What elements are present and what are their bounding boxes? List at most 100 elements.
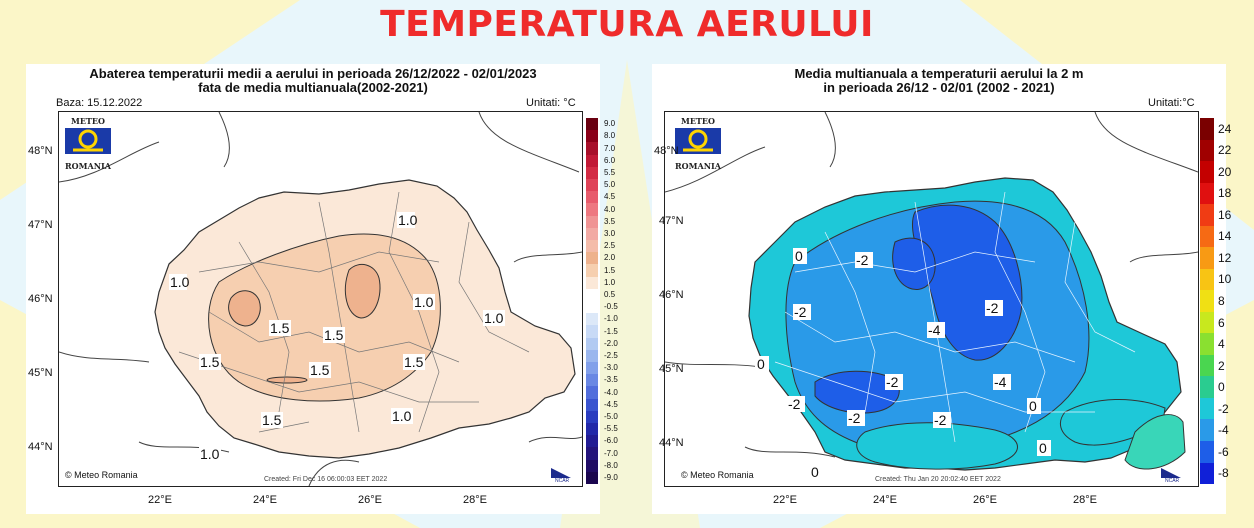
ncar-logo: NCAR	[549, 466, 575, 484]
colorbar-tick-label: -9.0	[604, 472, 618, 482]
contour-label: 1.5	[310, 362, 330, 378]
colorbar-tick-label: 18	[1218, 186, 1232, 201]
multiannual-mean-map-panel: Media multianuala a temperaturii aerului…	[652, 64, 1231, 514]
lon-label: 22°E	[148, 494, 172, 506]
contour-label: 1.0	[484, 310, 504, 326]
lon-label: 26°E	[973, 494, 997, 506]
colorbar-tick-label: 6.0	[604, 155, 616, 165]
contour-label: 1.0	[398, 212, 418, 228]
contour-label: 1.5	[404, 354, 424, 370]
colorbar-tick-label: -3.0	[604, 363, 618, 373]
colorbar-tick-label: 3.5	[604, 216, 616, 226]
colorbar-tick-label: 7.0	[604, 143, 616, 153]
colorbar-tick-label: -5.0	[604, 411, 618, 421]
ncar-logo: NCAR	[1159, 466, 1185, 484]
contour-label: 1.0	[392, 408, 412, 424]
colorbar-tick-label: -2.0	[604, 338, 618, 348]
colorbar-tick-label: 1.0	[604, 277, 616, 287]
meteo-logo-icon	[65, 128, 111, 154]
right-map-title-line1: Media multianuala a temperaturii aerului…	[794, 66, 1084, 81]
mean-temperature-map: 0 -2 -2 -2 -4 -2 0 -2 -2 -4 0 -2 0 0	[665, 112, 1198, 486]
right-map-frame: 0 -2 -2 -2 -4 -2 0 -2 -2 -4 0 -2 0 0 MET…	[664, 111, 1199, 487]
colorbar-tick-label: -1.0	[604, 314, 618, 324]
meteo-romania-logo: METEO ROMANIA	[63, 116, 113, 171]
lat-label: 45°N	[28, 367, 53, 379]
contour-label: 0	[795, 248, 803, 264]
lon-label: 22°E	[773, 494, 797, 506]
colorbar-tick-label: 22	[1218, 143, 1232, 158]
right-map-title-line2: in perioada 26/12 - 02/01 (2002 - 2021)	[823, 80, 1055, 95]
contour-label: 0	[1039, 440, 1047, 456]
colorbar-tick-label: 4.5	[604, 192, 616, 202]
contour-label: 1.5	[262, 412, 282, 428]
contour-label: -4	[928, 322, 941, 338]
meteo-romania-logo: METEO ROMANIA	[673, 116, 723, 171]
colorbar-tick-label: 14	[1218, 229, 1232, 244]
contour-label: 0	[1029, 398, 1037, 414]
lat-label: 47°N	[659, 215, 684, 227]
colorbar-tick-label: -3.5	[604, 375, 618, 385]
colorbar-tick-label: -2.5	[604, 350, 618, 360]
colorbar-tick-label: -4.5	[604, 399, 618, 409]
contour-label: -2	[934, 412, 947, 428]
colorbar-tick-label: 6	[1218, 315, 1225, 330]
colorbar-tick-label: 0	[1218, 380, 1225, 395]
contour-label: -2	[886, 374, 899, 390]
colorbar-tick-label: 0.5	[604, 289, 616, 299]
lat-label: 46°N	[28, 293, 53, 305]
colorbar-tick-label: -1.5	[604, 326, 618, 336]
colorbar-tick-label: -7.0	[604, 448, 618, 458]
ncar-icon	[1161, 468, 1181, 478]
left-map-frame: 1.0 1.5 1.5 1.5 1.5 1.0 1.0 1.5 1.0 1.0 …	[58, 111, 583, 487]
colorbar-tick-label: -8.0	[604, 460, 618, 470]
anomaly-map: 1.0 1.5 1.5 1.5 1.5 1.0 1.0 1.5 1.0 1.0 …	[59, 112, 582, 486]
contour-label: 1.5	[270, 320, 290, 336]
ncar-icon	[551, 468, 571, 478]
lat-label: 48°N	[28, 145, 53, 157]
left-colorbar	[586, 118, 598, 485]
contour-label: -2	[788, 396, 801, 412]
contour-label: 1.5	[200, 354, 220, 370]
lon-label: 28°E	[1073, 494, 1097, 506]
lon-label: 26°E	[358, 494, 382, 506]
colorbar-tick-label: 5.5	[604, 167, 616, 177]
left-map-title-line1: Abaterea temperaturii medii a aerului in…	[89, 66, 537, 81]
colorbar-tick-label: 2.0	[604, 253, 616, 263]
left-map-base-date: Baza: 15.12.2022	[56, 97, 143, 109]
colorbar-tick-label: 9.0	[604, 119, 616, 129]
colorbar-tick-label: 5.0	[604, 180, 616, 190]
colorbar-tick-label: 3.0	[604, 228, 616, 238]
colorbar-tick-label: 8	[1218, 294, 1225, 308]
contour-label: 1.0	[414, 294, 434, 310]
lat-label: 48°N	[654, 145, 679, 157]
contour-label: -2	[986, 300, 999, 316]
right-map-credit: © Meteo Romania	[681, 470, 754, 480]
right-colorbar	[1200, 118, 1214, 485]
contour-label: -4	[994, 374, 1007, 390]
colorbar-tick-label: 2	[1218, 358, 1225, 373]
right-map-units: Unitati:°C	[1148, 97, 1195, 109]
contour-label: -2	[848, 410, 861, 426]
contour-label: 1.0	[200, 446, 220, 462]
lat-label: 44°N	[659, 437, 684, 449]
contour-label: 1.0	[170, 274, 190, 290]
colorbar-tick-label: -6.0	[604, 436, 618, 446]
contour-label: 1.5	[324, 327, 344, 343]
colorbar-tick-label: 4.0	[604, 204, 616, 214]
colorbar-tick-label: -2	[1218, 401, 1229, 416]
colorbar-tick-label: 12	[1218, 250, 1232, 265]
colorbar-tick-label: -0.5	[604, 302, 618, 312]
colorbar-tick-label: -4	[1218, 423, 1229, 438]
colorbar-tick-label: -6	[1218, 444, 1229, 459]
contour-label: -2	[794, 304, 807, 320]
contour-label: 0	[757, 356, 765, 372]
temperature-anomaly-map-panel: Abaterea temperaturii medii a aerului in…	[26, 64, 618, 514]
lon-label: 24°E	[873, 494, 897, 506]
left-map-units: Unitati: °C	[526, 97, 576, 109]
colorbar-tick-label: -5.5	[604, 424, 618, 434]
contour-label: 0	[811, 464, 819, 480]
lat-label: 45°N	[659, 363, 684, 375]
lat-label: 46°N	[659, 289, 684, 301]
left-map-title-line2: fata de media multianuala(2002-2021)	[198, 80, 428, 95]
colorbar-tick-label: -4.0	[604, 387, 618, 397]
